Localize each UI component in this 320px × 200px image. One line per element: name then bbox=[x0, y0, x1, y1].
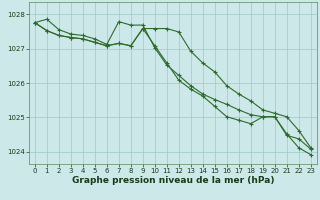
X-axis label: Graphe pression niveau de la mer (hPa): Graphe pression niveau de la mer (hPa) bbox=[72, 176, 274, 185]
